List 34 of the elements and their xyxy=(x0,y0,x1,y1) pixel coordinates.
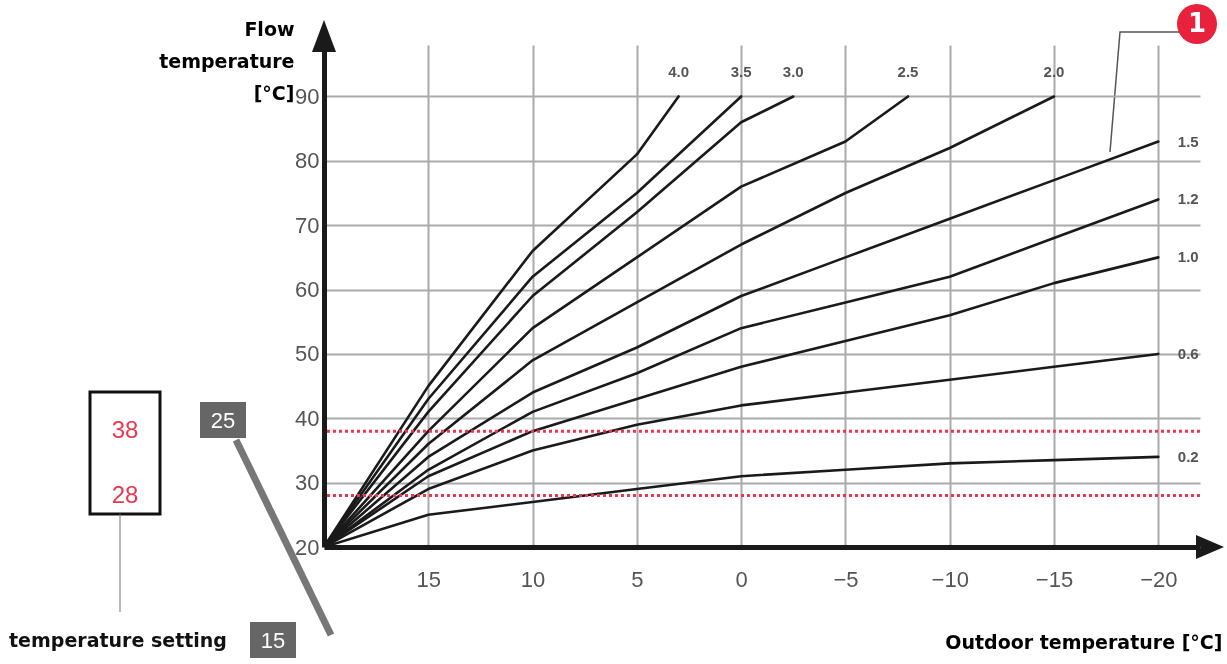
x-tick-label: −20 xyxy=(1140,566,1178,592)
ref-line-label: 38 xyxy=(111,416,139,444)
y-tick-label: 90 xyxy=(295,83,320,109)
text: 25 xyxy=(210,408,236,433)
series-label: 1.2 xyxy=(1177,190,1199,208)
series-label: 2.5 xyxy=(897,63,919,81)
series-label: 3.5 xyxy=(730,63,752,81)
series-label: 1.5 xyxy=(1177,132,1199,150)
x-tick-label: 0 xyxy=(735,566,748,592)
x-tick-label: 15 xyxy=(416,566,442,592)
y-tick-label: 80 xyxy=(295,148,320,174)
x-tick-label: −15 xyxy=(1035,566,1074,592)
series-label: 1.0 xyxy=(1177,248,1199,266)
x-tick-label: −5 xyxy=(833,566,859,592)
text: 1 xyxy=(1187,8,1207,38)
text: temperature setting xyxy=(9,629,227,651)
x-tick-label: 10 xyxy=(520,566,546,592)
x-axis-title: Outdoor temperature [°C] xyxy=(945,630,1223,653)
y-tick-label: 50 xyxy=(295,341,320,367)
text: 15 xyxy=(260,628,286,653)
y-tick-label: 20 xyxy=(295,534,320,560)
y-tick-label: 30 xyxy=(295,470,320,496)
y-axis-title: Flow temperature [°C] xyxy=(159,17,295,104)
y-tick-label: 60 xyxy=(295,277,320,303)
series-label: 3.0 xyxy=(782,63,804,81)
ref-line-label: 28 xyxy=(111,480,139,508)
y-tick-label: 40 xyxy=(295,405,320,431)
x-tick-label: 5 xyxy=(631,566,644,592)
series-label: 0.6 xyxy=(1177,344,1199,362)
x-tick-label: −10 xyxy=(931,566,969,592)
series-label: 2.0 xyxy=(1043,63,1065,81)
series-label: 4.0 xyxy=(668,63,689,81)
y-tick-label: 70 xyxy=(295,212,320,238)
series-label: 0.2 xyxy=(1177,447,1199,465)
